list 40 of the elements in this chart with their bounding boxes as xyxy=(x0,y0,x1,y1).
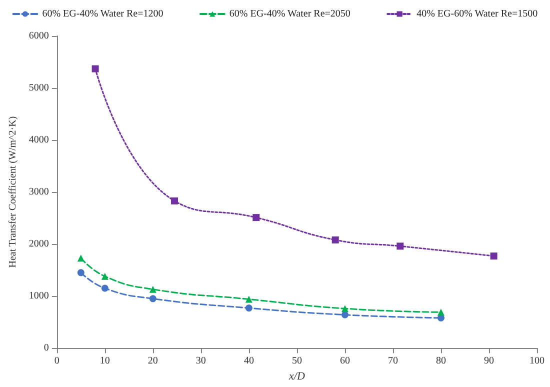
x-tick-label: 90 xyxy=(484,356,494,367)
y-tick-label: 2000 xyxy=(28,238,49,250)
point xyxy=(171,197,178,204)
point xyxy=(101,284,108,292)
x-tick-label: 100 xyxy=(530,356,544,367)
point xyxy=(332,236,339,244)
y-axis-title: Heat Transfer Coefficient (W/m^2·K) xyxy=(8,116,18,268)
point xyxy=(92,65,99,72)
legend-label: 60% EG-40% Water Re=1200 xyxy=(42,8,164,20)
point xyxy=(341,311,348,318)
x-tick-label: 10 xyxy=(100,356,110,367)
x-tick-label: 50 xyxy=(292,356,302,367)
point xyxy=(77,254,84,262)
x-tick-label: 70 xyxy=(388,356,398,367)
point xyxy=(252,214,260,222)
point xyxy=(245,296,252,303)
x-tick-label: 60 xyxy=(340,356,350,367)
y-tick-label: 3000 xyxy=(28,186,49,198)
point xyxy=(437,308,444,316)
x-tick-label: 20 xyxy=(148,356,158,367)
x-tick-label: 40 xyxy=(244,356,254,367)
point xyxy=(490,252,498,260)
point xyxy=(396,242,404,250)
x-tick-label: 30 xyxy=(196,356,206,367)
point xyxy=(341,305,348,312)
point xyxy=(149,286,156,293)
y-tick-label: 0 xyxy=(44,342,49,354)
y-tick-label: 5000 xyxy=(28,82,49,94)
x-tick-label: 0 xyxy=(54,356,60,367)
legend-label: 60% EG-40% Water Re=2050 xyxy=(229,8,350,20)
y-tick-label: 6000 xyxy=(28,30,49,42)
x-axis-title: x/D xyxy=(288,370,305,382)
point xyxy=(101,272,108,280)
point xyxy=(149,295,156,302)
legend-label: 40% EG-60% Water Re=1500 xyxy=(416,8,538,20)
x-tick-label: 80 xyxy=(436,356,446,367)
y-tick-label: 1000 xyxy=(28,290,49,302)
point xyxy=(77,269,84,276)
point xyxy=(245,304,252,312)
y-tick-label: 4000 xyxy=(28,134,49,146)
